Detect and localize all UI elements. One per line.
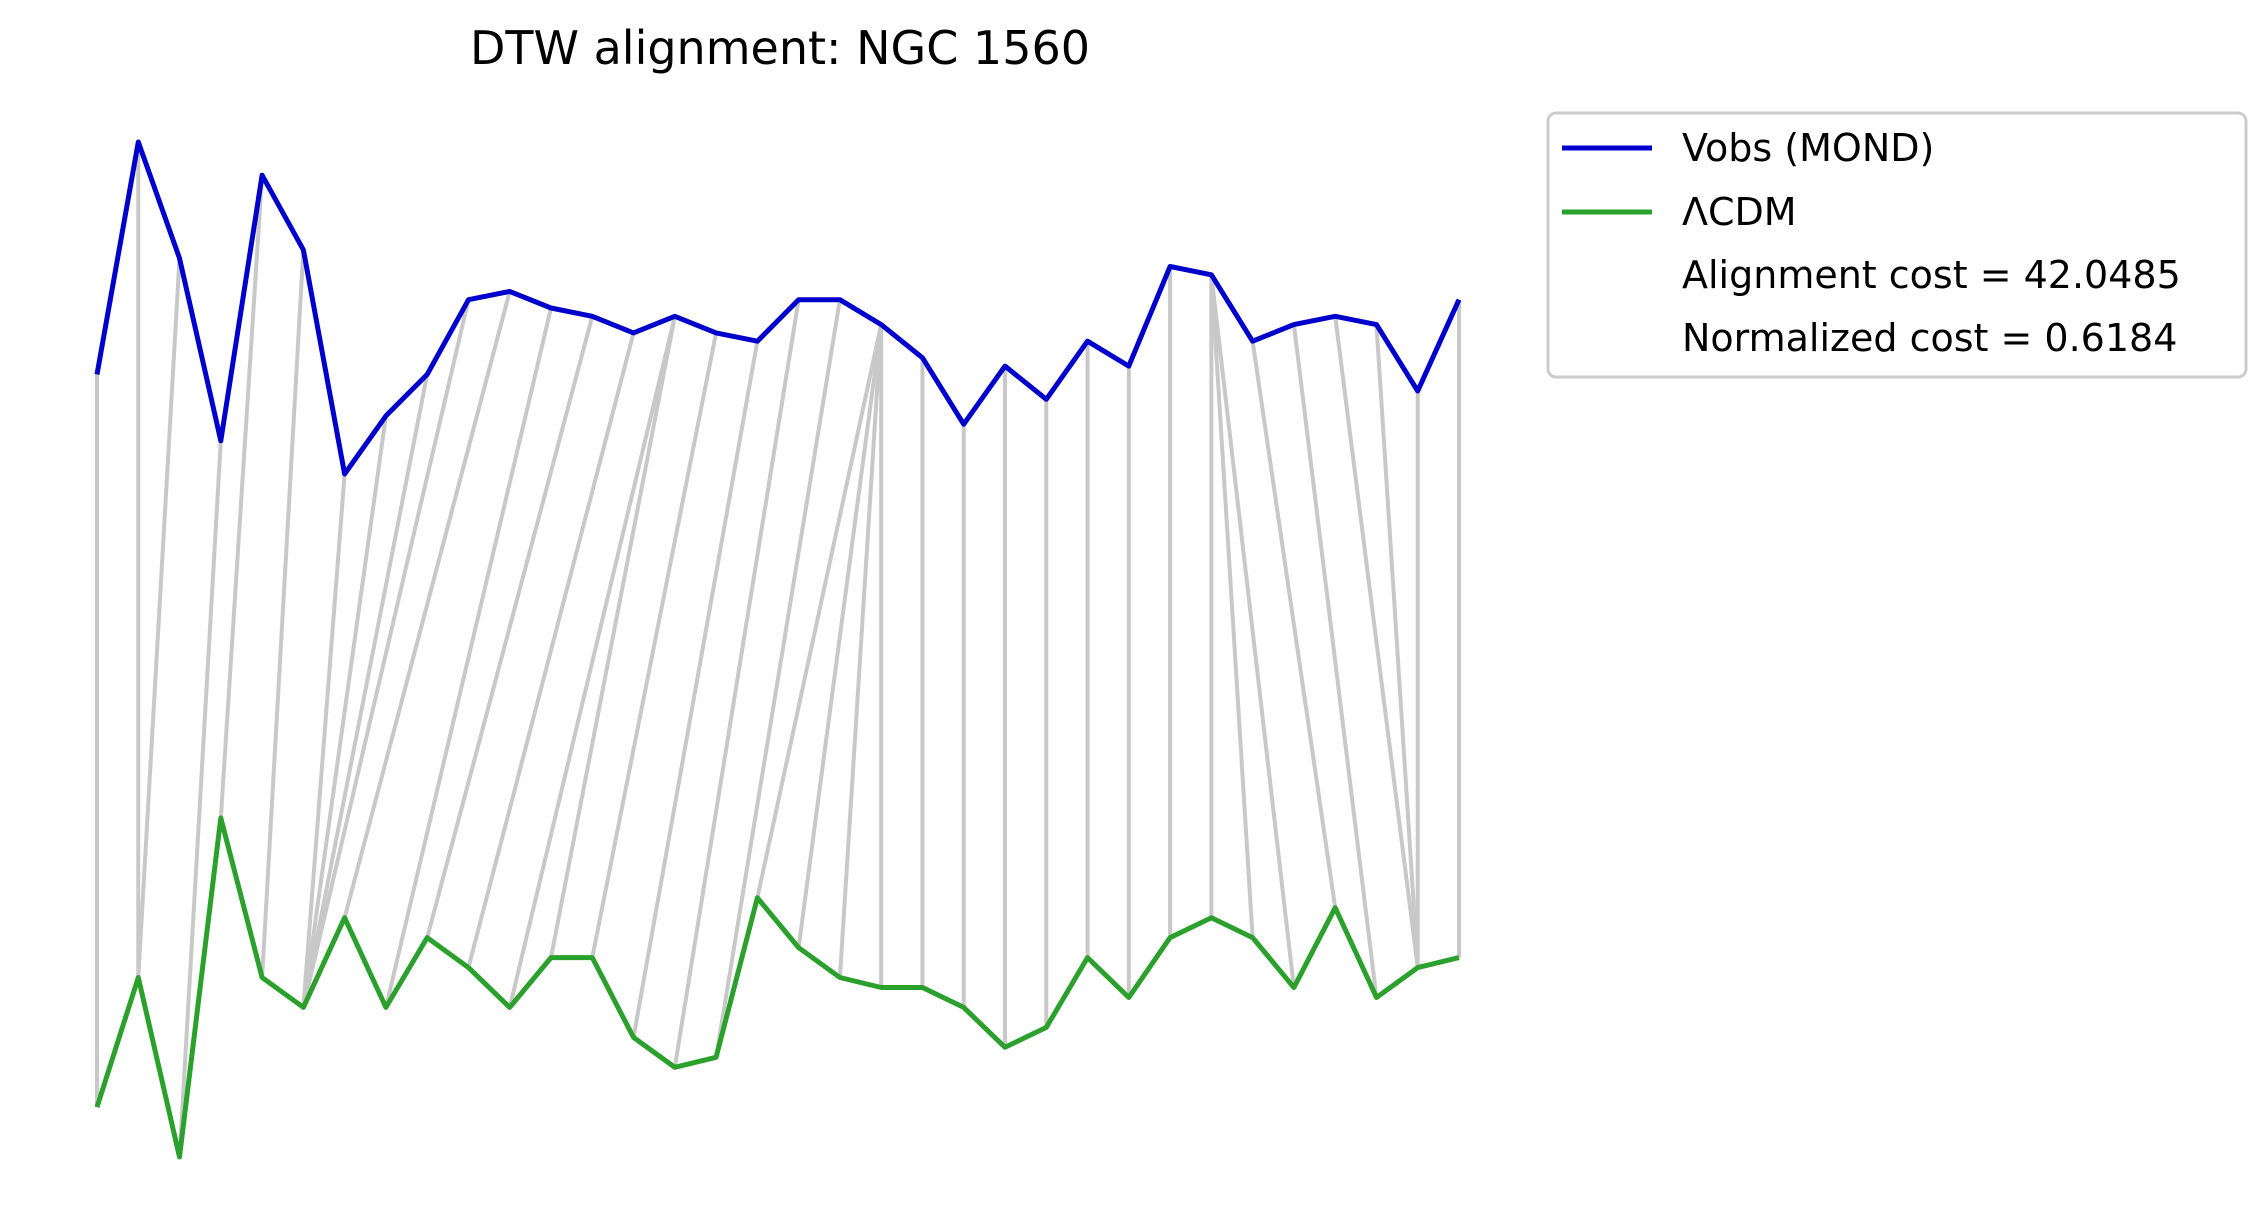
alignment-line-22 [837, 324, 884, 978]
alignment-line-6 [301, 473, 347, 1008]
alignment-line-18 [672, 299, 801, 1068]
alignment-line-34 [1250, 340, 1338, 909]
alignment-line-11 [383, 307, 553, 1008]
series-line-lcdm [94, 815, 1460, 1160]
alignment-line-5 [260, 249, 306, 978]
alignment-line-17 [631, 340, 760, 1038]
legend: Vobs (MOND) ΛCDM Alignment cost = 42.048… [1546, 111, 2248, 379]
alignment-line-9 [301, 299, 471, 1008]
legend-label-vobs: Vobs (MOND) [1682, 126, 1934, 170]
alignment-line-7 [301, 415, 388, 1008]
alignment-line-3 [177, 440, 223, 1158]
legend-label-lcdm: ΛCDM [1682, 190, 1797, 234]
series-lines [94, 139, 1462, 1160]
alignment-line-4 [218, 175, 265, 819]
alignment-line-12 [425, 315, 595, 939]
alignment-line-13 [466, 332, 636, 969]
alignment-line-10 [342, 290, 512, 919]
alignment-line-37 [1374, 324, 1420, 968]
alignment-line-2 [136, 258, 182, 978]
alignment-line-35 [1291, 324, 1379, 998]
legend-normalized-cost: Normalized cost = 0.6184 [1682, 316, 2177, 360]
alignment-line-20 [755, 324, 884, 899]
alignment-lines [95, 142, 1461, 1158]
alignment-line-14 [507, 315, 677, 1008]
alignment-line-15 [549, 315, 677, 958]
legend-alignment-cost: Alignment cost = 42.0485 [1682, 253, 2181, 297]
alignment-line-16 [590, 332, 719, 958]
alignment-line-21 [796, 324, 884, 948]
alignment-line-32 [1209, 274, 1255, 938]
alignment-line-8 [301, 374, 430, 1008]
alignment-line-36 [1333, 316, 1420, 968]
series-line-vobs [94, 139, 1462, 477]
alignment-line-19 [714, 299, 842, 1058]
chart-title: DTW alignment: NGC 1560 [470, 21, 1090, 75]
alignment-line-33 [1209, 274, 1296, 988]
legend-frame [1546, 111, 2248, 379]
